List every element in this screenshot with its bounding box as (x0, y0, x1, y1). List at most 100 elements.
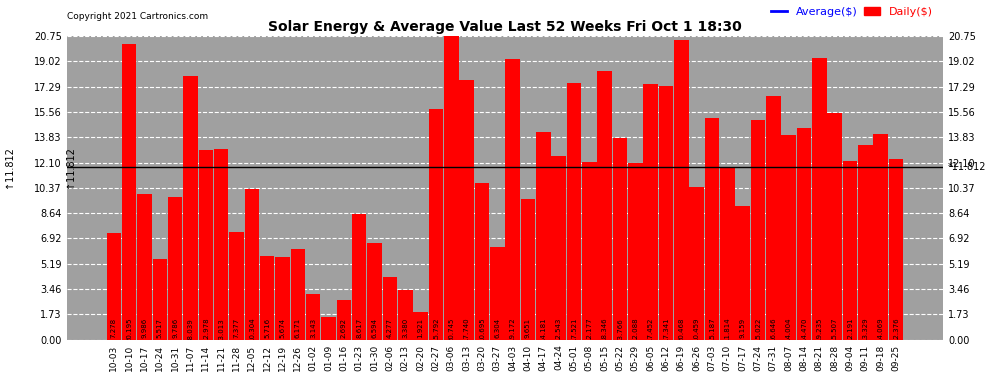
Bar (597, 71, 612, 340)
Bar (138, 194, 151, 340)
Bar (736, 206, 750, 340)
Bar (291, 249, 305, 340)
Text: 15.022: 15.022 (755, 318, 761, 342)
Bar (812, 58, 827, 340)
Bar (337, 300, 351, 340)
Bar (260, 256, 274, 340)
Bar (275, 257, 290, 340)
Bar (230, 232, 244, 340)
Bar (750, 120, 765, 340)
Text: 8.617: 8.617 (356, 318, 362, 338)
Text: *11.812: *11.812 (947, 162, 986, 172)
Text: 6.594: 6.594 (371, 318, 377, 338)
Text: 17.740: 17.740 (463, 318, 469, 342)
Bar (199, 150, 213, 340)
Text: 5.716: 5.716 (264, 318, 270, 338)
Text: 15.792: 15.792 (433, 318, 439, 342)
Bar (797, 128, 811, 340)
Bar (183, 76, 198, 340)
Text: 10.304: 10.304 (248, 318, 254, 342)
Text: 15.187: 15.187 (709, 318, 715, 342)
Bar (781, 135, 796, 340)
Text: 7.278: 7.278 (111, 318, 117, 338)
Text: ↑11.812: ↑11.812 (4, 146, 14, 188)
Bar (582, 162, 597, 340)
Bar (413, 312, 428, 340)
Text: 17.341: 17.341 (663, 318, 669, 342)
Bar (689, 187, 704, 340)
Bar (490, 248, 505, 340)
Text: 13.329: 13.329 (862, 318, 868, 342)
Bar (107, 233, 121, 340)
Text: 7.377: 7.377 (234, 318, 240, 338)
Bar (889, 159, 903, 340)
Bar (351, 214, 366, 340)
Text: 17.452: 17.452 (647, 318, 653, 342)
Text: 6.304: 6.304 (494, 318, 500, 338)
Bar (521, 198, 536, 340)
Bar (628, 163, 643, 340)
Text: 14.069: 14.069 (878, 318, 884, 342)
Text: 9.986: 9.986 (142, 318, 148, 338)
Bar (505, 59, 520, 340)
Text: 10.459: 10.459 (694, 318, 700, 342)
Bar (382, 277, 397, 340)
Bar (367, 243, 382, 340)
Bar (168, 196, 182, 340)
Text: 18.039: 18.039 (187, 318, 193, 342)
Text: 13.766: 13.766 (617, 318, 623, 342)
Bar (658, 86, 673, 340)
Text: 9.651: 9.651 (525, 318, 531, 338)
Text: 12.978: 12.978 (203, 318, 209, 342)
Text: 15.507: 15.507 (832, 318, 838, 342)
Bar (674, 40, 689, 340)
Bar (705, 117, 720, 340)
Bar (720, 167, 735, 340)
Text: 20.468: 20.468 (678, 318, 684, 342)
Text: 14.470: 14.470 (801, 318, 807, 342)
Text: 1.921: 1.921 (418, 318, 424, 338)
Text: Copyright 2021 Cartronics.com: Copyright 2021 Cartronics.com (66, 12, 208, 21)
Text: 12.177: 12.177 (586, 318, 592, 342)
Bar (306, 294, 321, 340)
Bar (873, 134, 888, 340)
Title: Solar Energy & Average Value Last 52 Weeks Fri Oct 1 18:30: Solar Energy & Average Value Last 52 Wee… (268, 20, 742, 34)
Text: 4.277: 4.277 (387, 318, 393, 338)
Text: 11.814: 11.814 (725, 318, 731, 342)
Bar (214, 149, 229, 340)
Text: 14.004: 14.004 (786, 318, 792, 342)
Bar (858, 145, 872, 340)
Bar (321, 316, 336, 340)
Bar (766, 96, 781, 340)
Bar (459, 80, 474, 340)
Bar (474, 183, 489, 340)
Bar (444, 36, 458, 340)
Text: 17.521: 17.521 (571, 318, 577, 342)
Bar (644, 84, 658, 340)
Bar (245, 189, 259, 340)
Text: 5.674: 5.674 (279, 318, 285, 338)
Text: 12.088: 12.088 (633, 318, 639, 342)
Text: 6.171: 6.171 (295, 318, 301, 338)
Text: 12.191: 12.191 (847, 318, 853, 342)
Bar (536, 132, 550, 340)
Text: 9.786: 9.786 (172, 318, 178, 338)
Text: 14.181: 14.181 (541, 318, 546, 342)
Text: 3.380: 3.380 (402, 318, 408, 338)
Bar (613, 138, 628, 340)
Bar (122, 44, 137, 340)
Text: 16.646: 16.646 (770, 318, 776, 342)
Bar (551, 156, 566, 340)
Text: 19.235: 19.235 (817, 318, 823, 342)
Text: 2.692: 2.692 (341, 318, 346, 338)
Text: ↑11.812: ↑11.812 (65, 146, 75, 188)
Bar (152, 259, 167, 340)
Bar (429, 109, 444, 340)
Text: 13.013: 13.013 (218, 318, 224, 342)
Legend: Average($), Daily($): Average($), Daily($) (766, 2, 938, 21)
Text: 12.543: 12.543 (555, 318, 561, 342)
Text: 5.517: 5.517 (156, 318, 162, 338)
Bar (566, 83, 581, 340)
Text: 18.346: 18.346 (602, 318, 608, 342)
Text: 12.376: 12.376 (893, 318, 899, 342)
